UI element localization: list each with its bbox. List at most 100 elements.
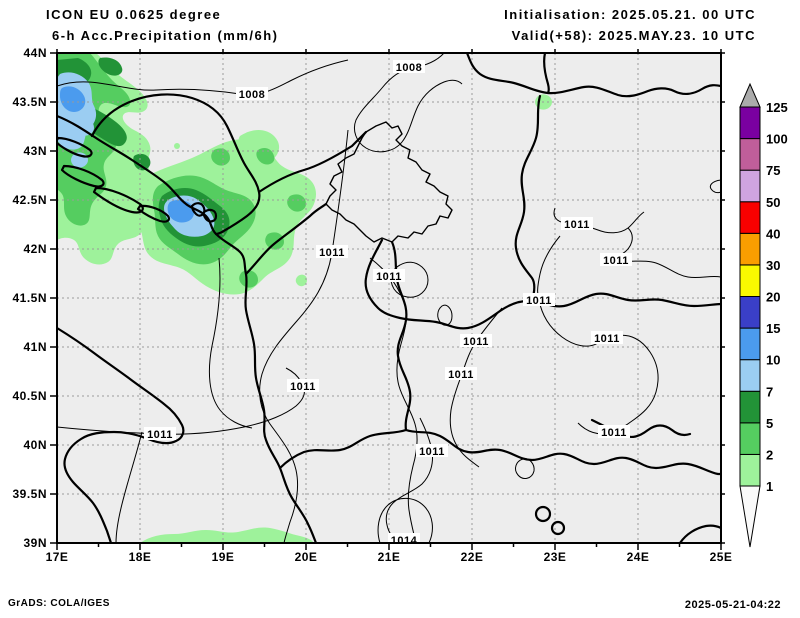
border-greece-east — [404, 428, 721, 476]
lon-tick-label: 22E — [461, 550, 484, 564]
contour-label: 1008 — [239, 89, 265, 101]
colorbar-segment — [739, 296, 761, 329]
precip-speck-m2 — [256, 148, 275, 165]
colorbar-level-label: 7 — [766, 384, 773, 399]
colorbar-segment — [739, 264, 761, 297]
colorbar-level-label: 75 — [766, 163, 780, 178]
border-serbia-bulgaria — [364, 238, 721, 330]
colorbar-segment — [739, 453, 761, 487]
contour-label-bg — [287, 379, 319, 392]
contour-label: 1011 — [526, 295, 552, 307]
island-4 — [136, 204, 171, 223]
contour-label-bg — [598, 425, 630, 438]
contour-label-bg — [523, 293, 555, 306]
colorbar-segment — [739, 201, 761, 234]
contour-label: 1008 — [396, 62, 422, 74]
border-danube-north — [465, 53, 721, 98]
lon-tick-label: 20E — [295, 550, 318, 564]
contour-label-bg — [460, 334, 492, 347]
valid-time: Valid(+58): 2025.MAY.23. 10 UTC — [511, 28, 756, 43]
coast-italy — [57, 326, 185, 543]
colorbar-level-label: 20 — [766, 290, 780, 305]
border-serbia-montenegro — [257, 130, 368, 194]
contour-label: 1011 — [419, 446, 445, 458]
lat-tick-label: 43N — [23, 144, 47, 158]
lon-tick-label: 17E — [46, 550, 69, 564]
lon-tick-label: 19E — [212, 550, 235, 564]
colorbar-level-label: 5 — [766, 416, 773, 431]
precip-speck-m5 — [239, 270, 258, 288]
coast-kotor-bay — [190, 202, 218, 223]
lon-tick-label: 18E — [129, 550, 152, 564]
precip-nw-blue-speck1 — [77, 118, 94, 136]
colorbar-level-label: 125 — [766, 100, 788, 115]
isobar-1014-loop — [377, 497, 433, 543]
axes-layer: 44N 43.5N 43N 42.5N 42N 41.5N 41N 40.5N 40N 39.5N… — [12, 46, 731, 564]
colorbar-level-label: 100 — [766, 132, 788, 147]
precip-nw-dark2 — [98, 57, 123, 76]
colorbar-level-label: 50 — [766, 195, 780, 210]
lat-tick-label: 44N — [23, 46, 47, 60]
map-frame — [56, 52, 722, 544]
coast-adriatic-east — [57, 114, 318, 543]
colorbar-segment — [739, 359, 761, 392]
isobar-1011-e3 — [615, 259, 721, 279]
precip-speck-c1 — [295, 274, 307, 287]
colorbar-level-label: 2 — [766, 447, 773, 462]
contour-label-bg — [236, 87, 268, 100]
colorbar-level-label: 10 — [766, 353, 780, 368]
lat-tick-label: 43.5N — [12, 95, 47, 109]
colorbar-segment — [739, 169, 761, 203]
contour-label-bg — [416, 444, 448, 457]
isobar-1011-south — [369, 257, 418, 543]
precip-speck-m4 — [265, 232, 284, 250]
precip-speck-m3 — [287, 194, 306, 212]
lat-tick-label: 39N — [23, 536, 47, 550]
lake-2 — [550, 520, 566, 536]
contour-label-bg — [561, 217, 593, 230]
contour-label: 1011 — [147, 429, 173, 441]
contour-label: 1011 — [601, 427, 627, 439]
lat-tick-label: 40N — [23, 438, 47, 452]
contour-label-bg — [591, 331, 623, 344]
contour-label-bg — [445, 367, 477, 380]
colorbar-segment — [739, 232, 761, 266]
contour-label-bg — [600, 253, 632, 266]
graticule-layer — [57, 53, 721, 543]
contour-label: 1011 — [448, 369, 474, 381]
precip-speck-c2 — [174, 143, 180, 149]
border-montenegro-albania — [244, 202, 328, 276]
island-1 — [57, 136, 93, 158]
border-se-corner — [678, 524, 721, 543]
isobar-1011-e1 — [553, 207, 645, 234]
colorbar-under-arrow — [739, 485, 761, 548]
isobar-1011-westb — [208, 257, 253, 429]
border-north-vertical — [543, 53, 550, 95]
lat-tick-label: 42N — [23, 242, 47, 256]
contour-label: 1011 — [463, 336, 489, 348]
lon-tick-label: 24E — [627, 550, 650, 564]
colorbar-over-arrow — [739, 82, 761, 108]
isobar-1008-west — [57, 59, 349, 96]
colorbar-segment — [739, 390, 761, 424]
precip-speck-m1 — [211, 148, 230, 166]
contour-label-bg — [393, 60, 425, 73]
colorbar-level-label: 30 — [766, 258, 780, 273]
contour-label-bg — [373, 269, 405, 282]
border-kosovo — [325, 121, 453, 243]
precip-strip-south — [140, 527, 314, 543]
title-model-line: ICON EU 0.0625 degree — [46, 7, 222, 22]
lon-tick-label: 21E — [378, 550, 401, 564]
contour-label: 1011 — [594, 333, 620, 345]
lat-tick-label: 42.5N — [12, 193, 47, 207]
colorbar-segment — [739, 422, 761, 455]
precip-nw-medblue — [60, 86, 86, 112]
colorbar-segment — [739, 138, 761, 171]
contour-label: 1011 — [319, 247, 345, 259]
contour-label: 1011 — [376, 271, 402, 283]
island-2 — [60, 164, 105, 188]
contour-label-bg — [316, 245, 348, 258]
